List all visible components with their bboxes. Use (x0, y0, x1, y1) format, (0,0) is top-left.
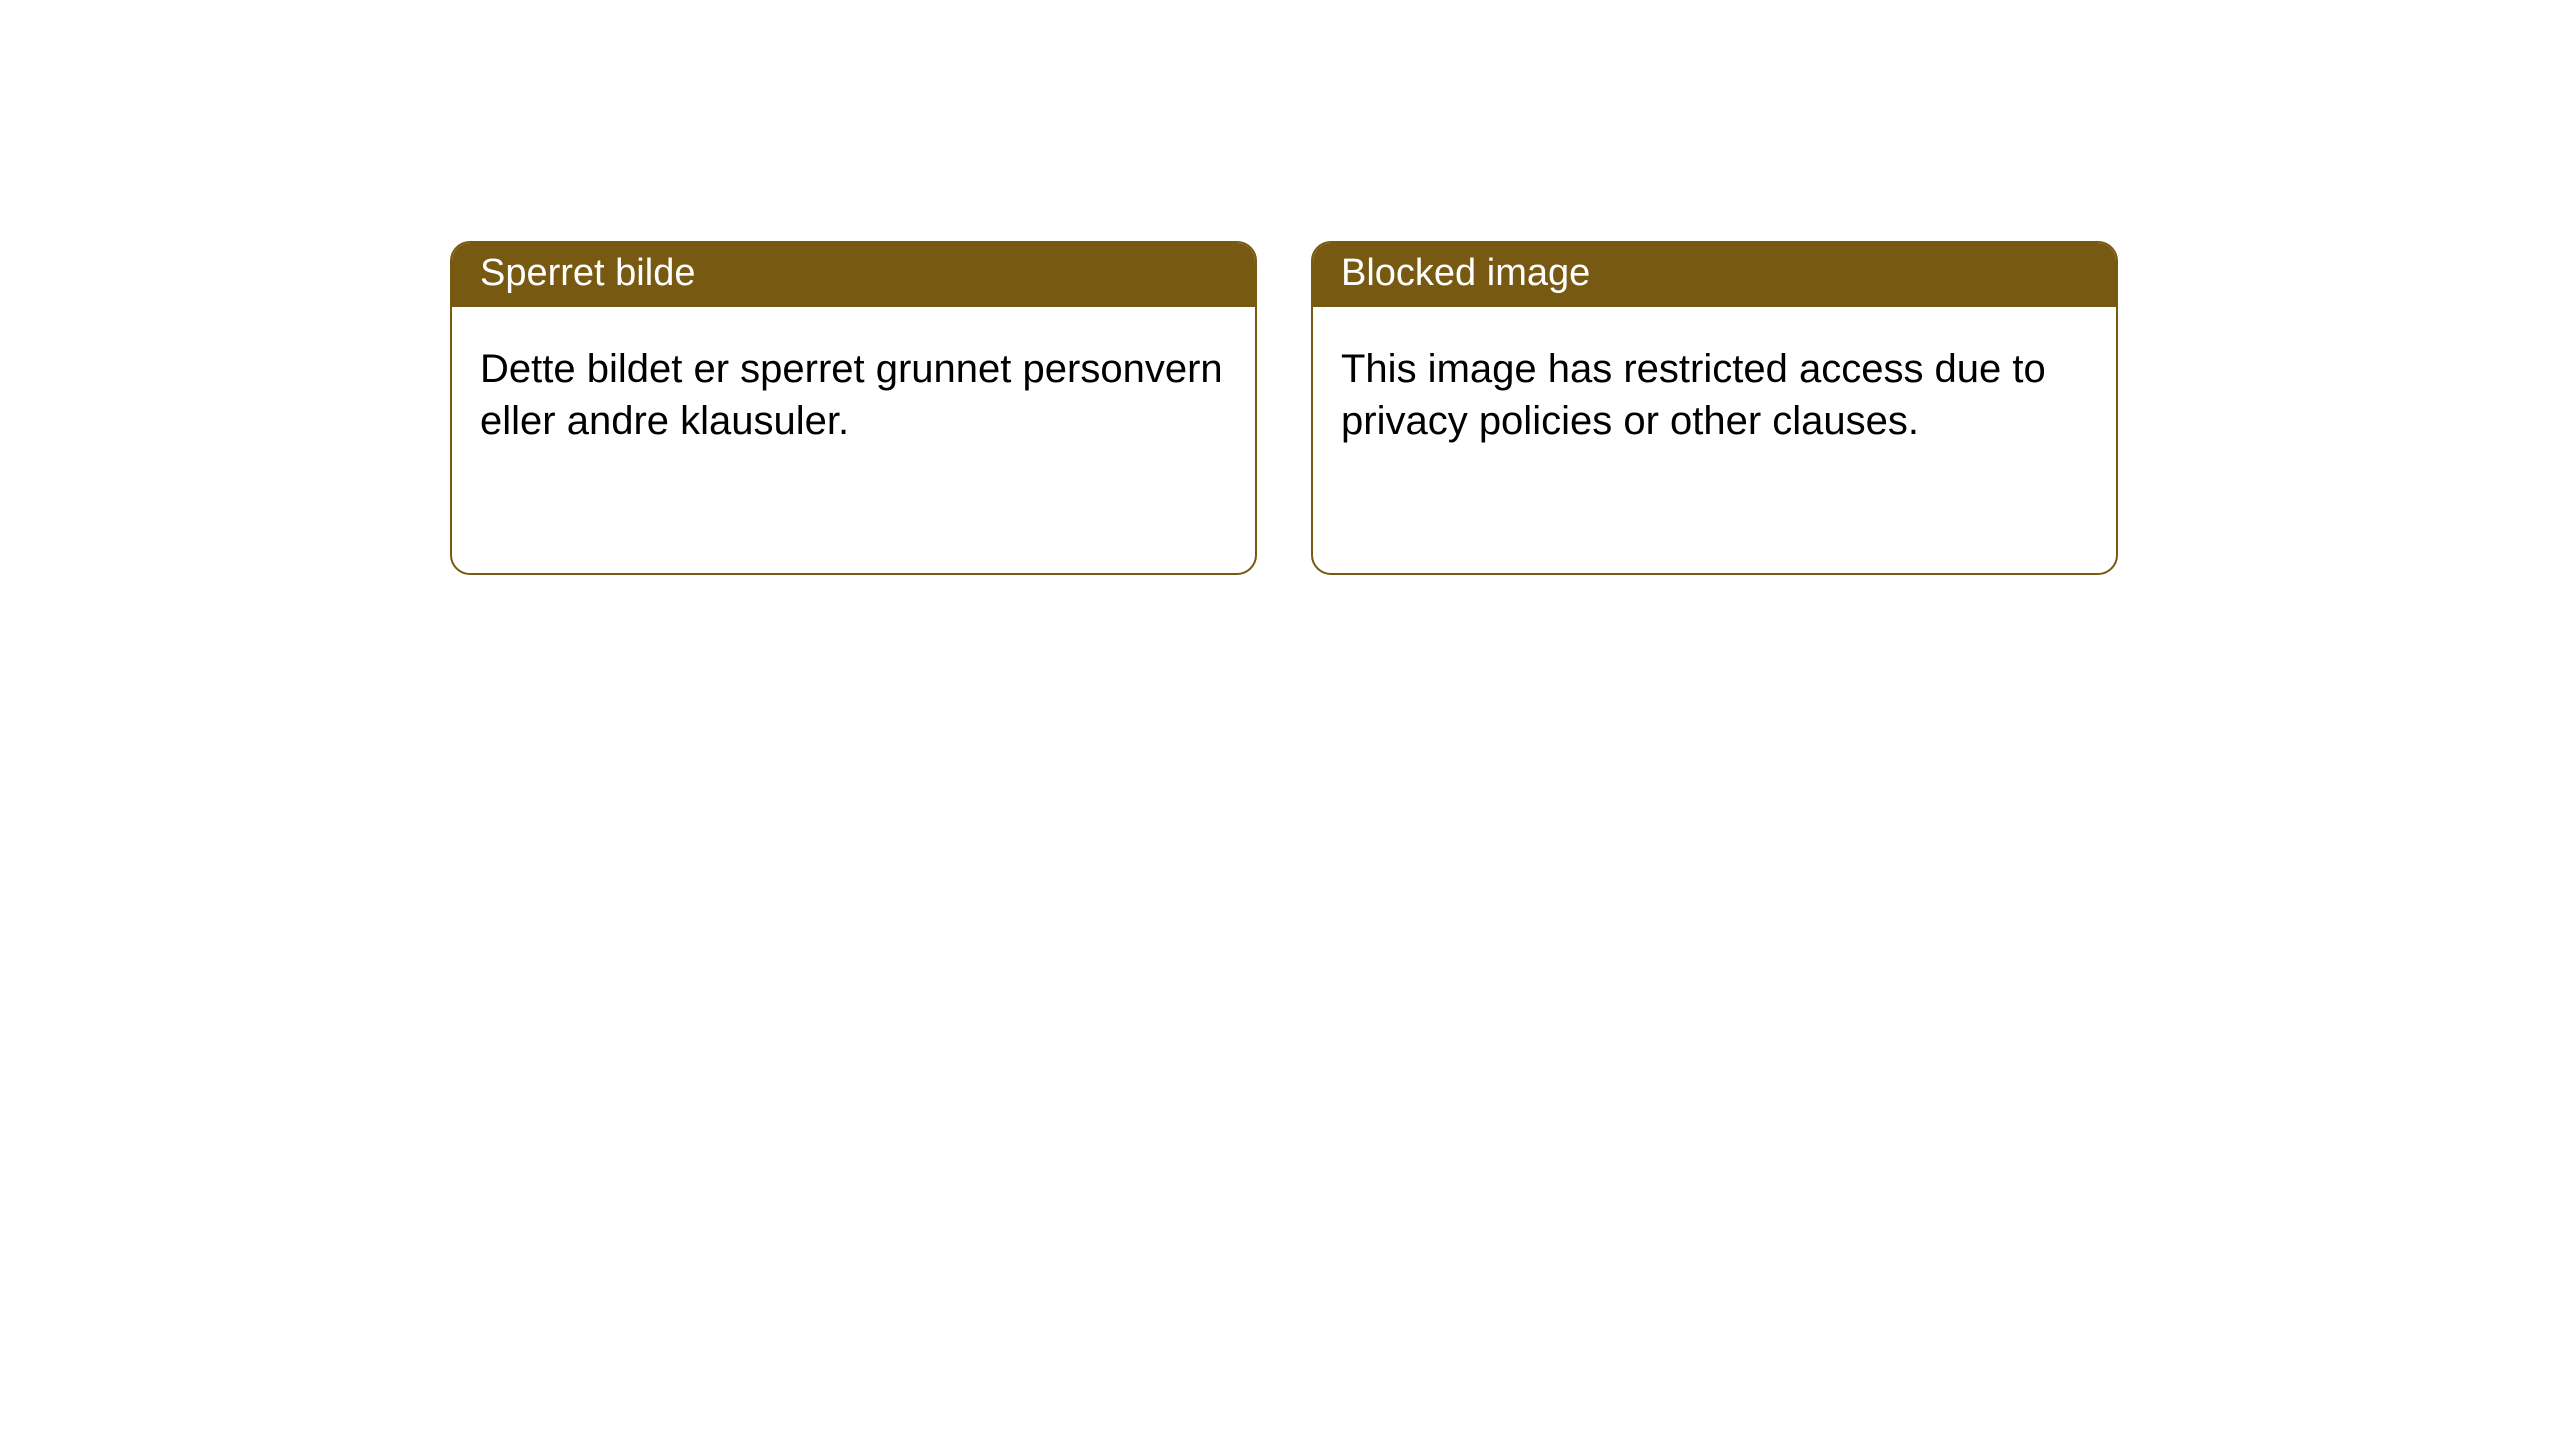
notice-card-norwegian: Sperret bilde Dette bildet er sperret gr… (450, 241, 1257, 575)
notice-body-norwegian: Dette bildet er sperret grunnet personve… (452, 307, 1255, 475)
notice-card-english: Blocked image This image has restricted … (1311, 241, 2118, 575)
notice-body-english: This image has restricted access due to … (1313, 307, 2116, 475)
notice-container: Sperret bilde Dette bildet er sperret gr… (0, 0, 2560, 575)
notice-title-norwegian: Sperret bilde (452, 243, 1255, 307)
notice-title-english: Blocked image (1313, 243, 2116, 307)
